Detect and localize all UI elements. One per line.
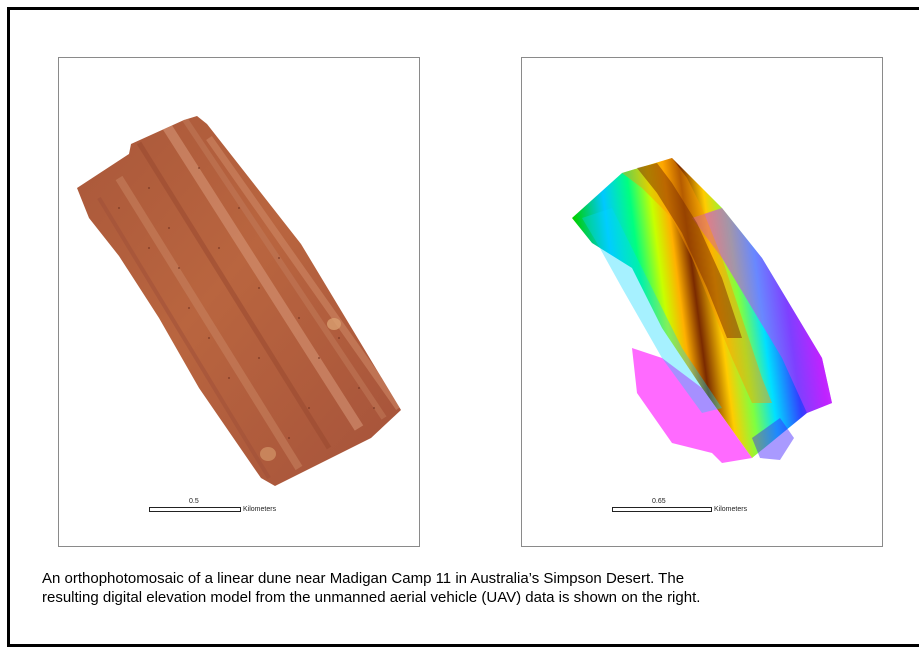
orthophoto-image — [77, 116, 401, 486]
figure-caption: An orthophotomosaic of a linear dune nea… — [42, 569, 902, 607]
dem-panel: 0.65 Kilometers — [521, 57, 883, 547]
dem-image — [572, 158, 832, 463]
scale-bar-value: 0.5 — [189, 498, 199, 505]
caption-line-1: An orthophotomosaic of a linear dune nea… — [42, 570, 685, 587]
orthophoto-panel: 0.5 Kilometers — [58, 57, 420, 547]
caption-line-2: resulting digital elevation model from t… — [42, 589, 701, 606]
scale-bar-box — [149, 507, 241, 512]
scale-bar-unit: Kilometers — [714, 506, 748, 513]
scale-bar-unit: Kilometers — [243, 506, 277, 513]
scale-bar-box — [612, 507, 712, 512]
scale-bar-value: 0.65 — [652, 498, 666, 505]
dem-dune-area — [572, 158, 832, 463]
